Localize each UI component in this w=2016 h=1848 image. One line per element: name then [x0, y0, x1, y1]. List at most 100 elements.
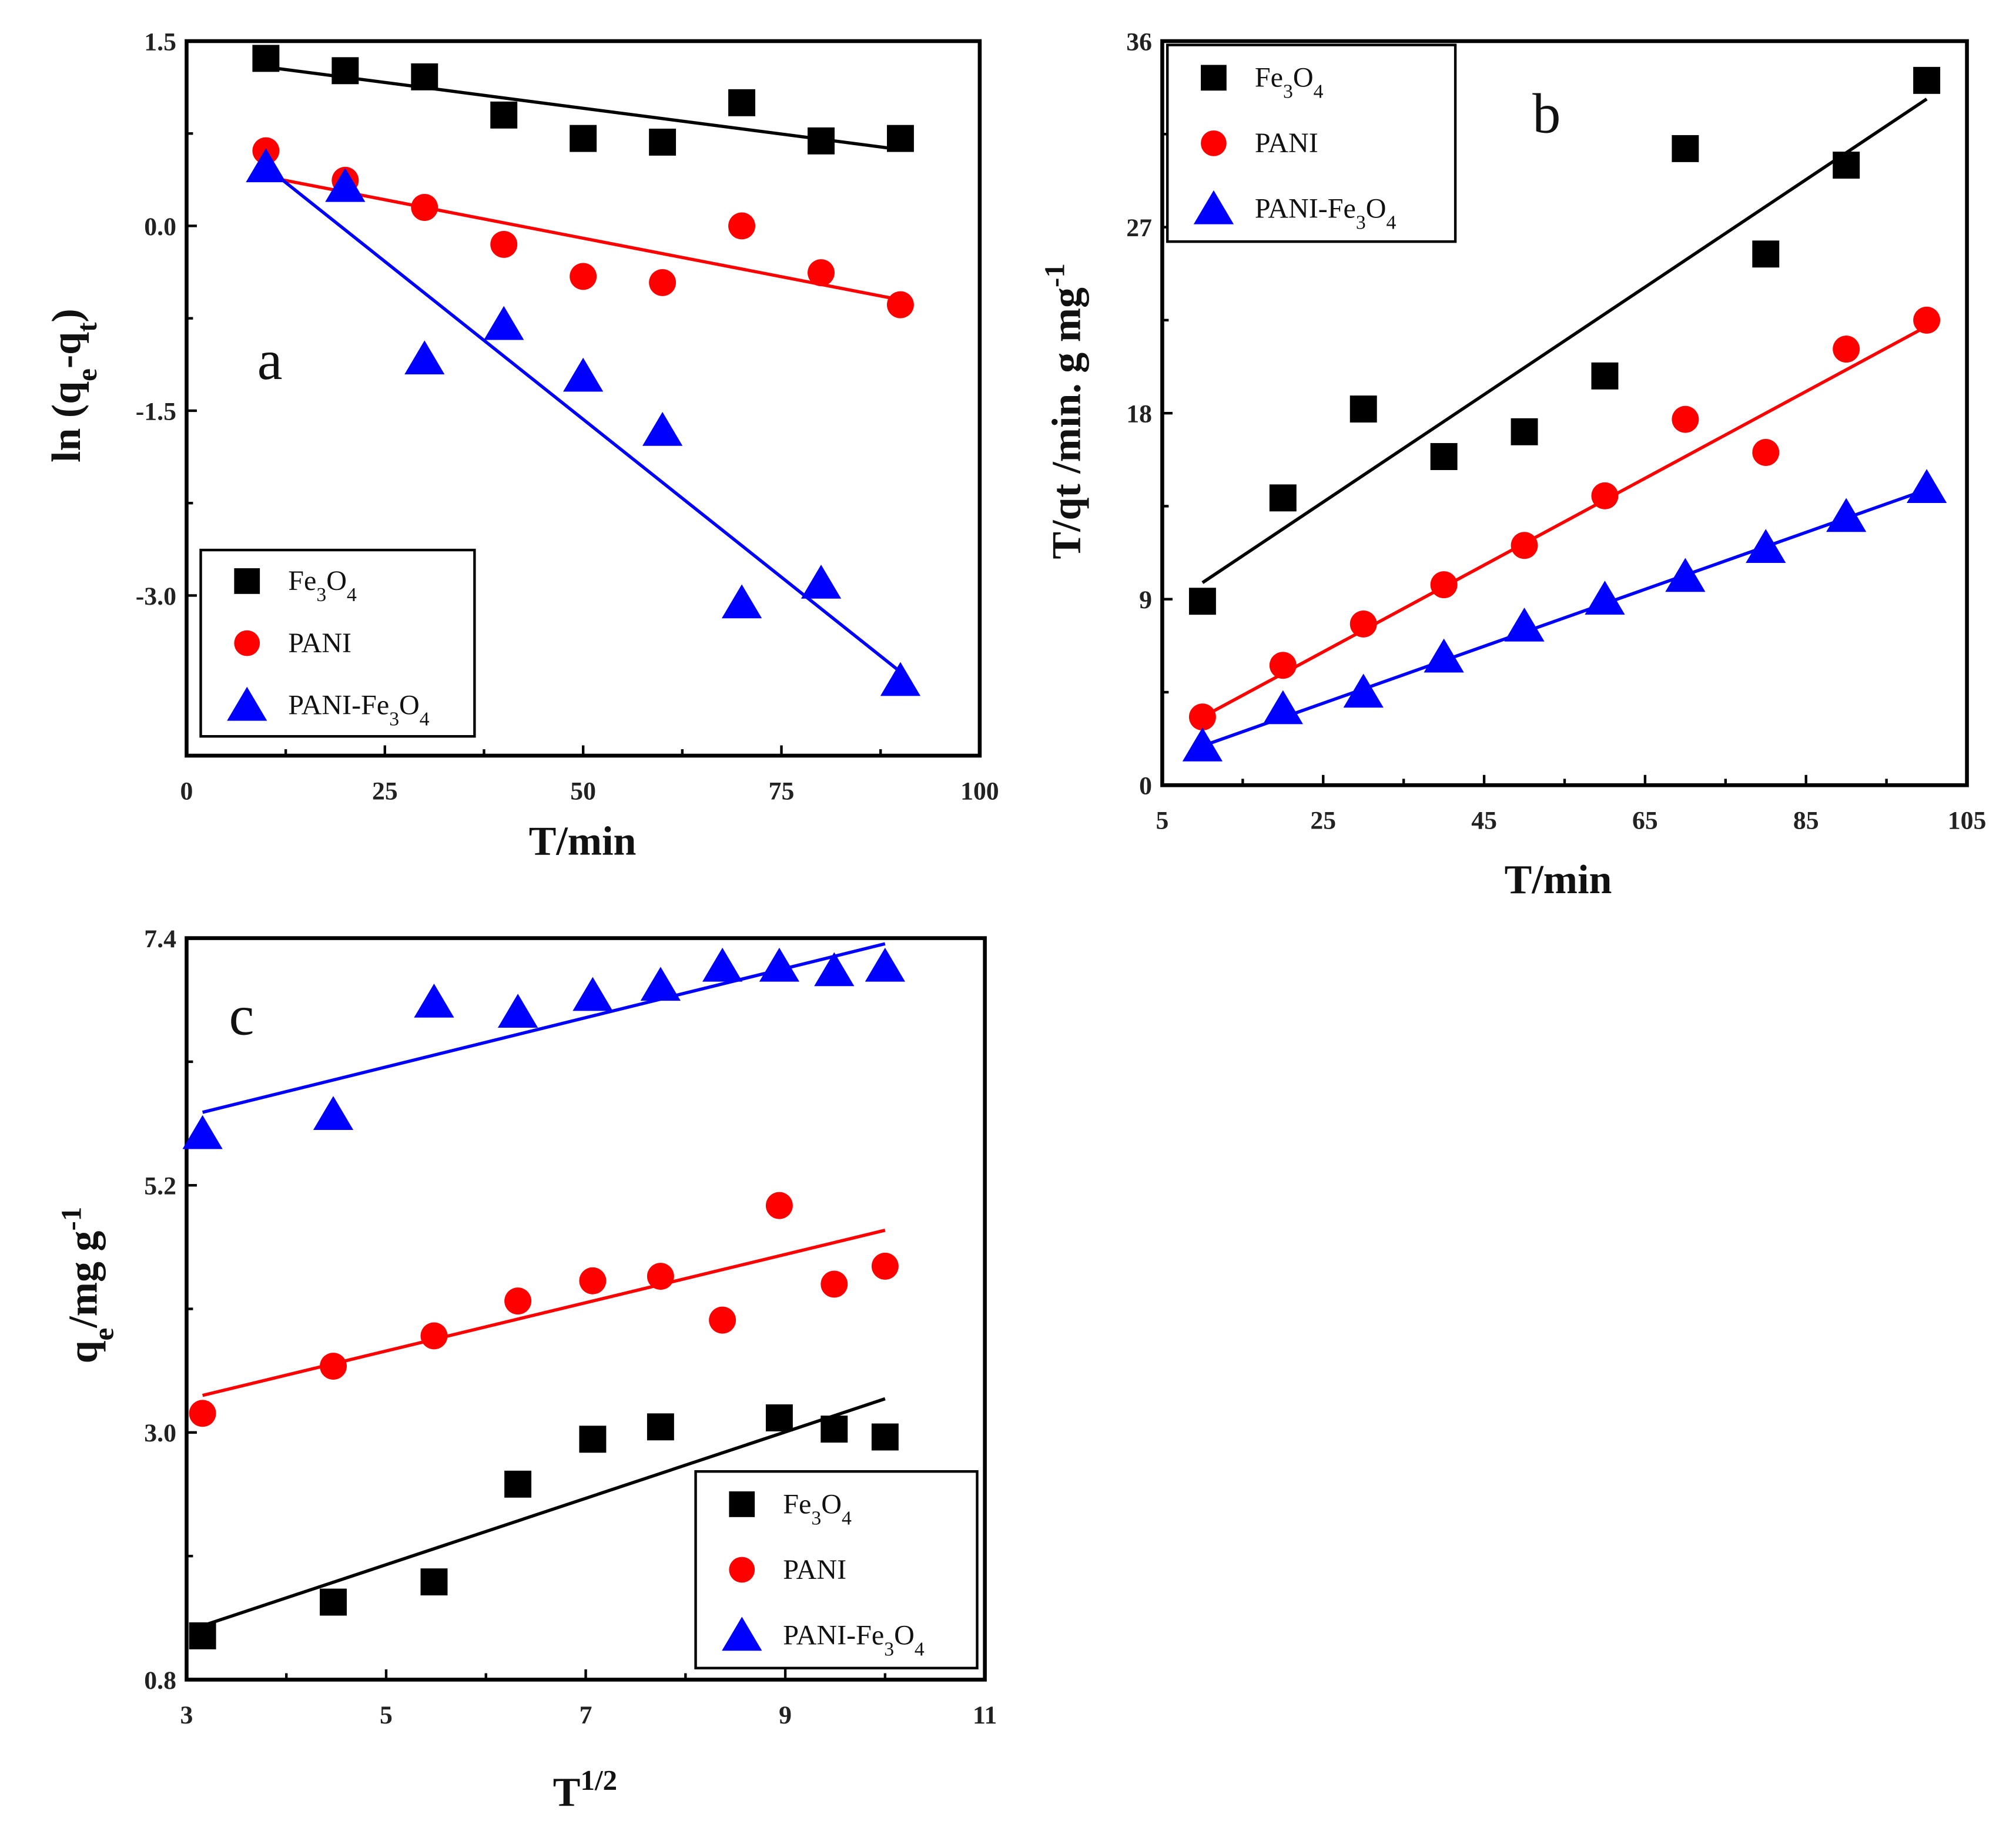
square-marker — [1591, 362, 1619, 390]
circle-marker — [1591, 482, 1619, 509]
square-marker — [420, 1568, 448, 1596]
legend-label: PANI — [783, 1554, 846, 1585]
text-part: T — [553, 1770, 581, 1815]
y-tick-label: 18 — [1126, 400, 1152, 428]
y-axis-label: qe/mg g-1 — [55, 1207, 119, 1364]
square-marker — [1672, 135, 1699, 162]
y-tick-label: 27 — [1126, 214, 1152, 242]
fit-line — [202, 1229, 886, 1397]
triangle-marker — [1424, 638, 1464, 673]
text-part: 4 — [1386, 212, 1396, 233]
square-marker — [1201, 65, 1227, 91]
triangle-marker — [414, 984, 454, 1018]
text-part: 4 — [1314, 81, 1324, 102]
panel-label: c — [229, 984, 254, 1047]
square-marker — [490, 101, 518, 129]
triangle-marker — [801, 564, 842, 599]
text-part: 3 — [1283, 81, 1293, 102]
triangle-marker — [880, 662, 921, 696]
x-axis-label: T1/2 — [553, 1763, 617, 1815]
legend-label: PANI-Fe3O4 — [288, 690, 430, 730]
text-part: -1 — [55, 1207, 87, 1231]
y-tick-label: -1.5 — [136, 397, 176, 425]
text-part: q — [61, 1340, 106, 1363]
y-tick-label: 0.0 — [144, 213, 176, 241]
square-marker — [1269, 484, 1297, 512]
square-marker — [1430, 443, 1458, 470]
text-part: 4 — [842, 1507, 852, 1529]
triangle-marker — [759, 947, 800, 982]
x-tick-label: 7 — [580, 1701, 592, 1729]
series-Fe3O4 — [189, 1397, 899, 1649]
circle-marker — [808, 259, 835, 287]
square-marker — [1511, 418, 1538, 445]
triangle-marker — [313, 1096, 354, 1130]
triangle-marker — [1343, 673, 1384, 708]
text-part: O — [821, 1488, 842, 1520]
chart-c: 3 5 7 9 110.83.05.27.4T1/2qe/mg g-1cFe3O4PAN… — [55, 925, 997, 1815]
square-marker — [808, 127, 835, 155]
fit-line — [266, 65, 901, 152]
triangle-marker — [227, 686, 267, 721]
text-part: O — [399, 690, 420, 721]
circle-marker — [504, 1287, 532, 1315]
text-part: t — [70, 322, 102, 332]
fit-line — [202, 1397, 886, 1628]
triangle-marker — [572, 977, 613, 1011]
legend-label: PANI-Fe3O4 — [1255, 193, 1397, 234]
series-PANI — [252, 137, 914, 318]
square-marker — [886, 125, 914, 152]
text-part: 3 — [1356, 212, 1366, 233]
text-part: O — [1293, 62, 1314, 93]
triangle-marker — [563, 357, 604, 392]
square-marker — [252, 45, 280, 72]
triangle-marker — [1585, 581, 1625, 615]
triangle-marker — [1665, 558, 1706, 592]
legend-label: PANI — [1255, 128, 1318, 159]
text-part: Fe — [288, 565, 316, 596]
fit-line — [264, 165, 902, 673]
triangle-marker — [865, 947, 905, 982]
circle-marker — [1349, 610, 1377, 638]
series-PANI-Fe3O4 — [1182, 469, 1947, 762]
text-part: 3 — [389, 708, 399, 730]
circle-marker — [647, 1263, 674, 1290]
legend-label: PANI-Fe3O4 — [783, 1619, 925, 1659]
text-part: /mg g — [61, 1231, 106, 1329]
x-tick-label: 0 — [180, 777, 193, 805]
triangle-marker — [1182, 727, 1223, 762]
square-marker — [1833, 152, 1860, 179]
text-part: -1 — [1038, 263, 1070, 287]
circle-marker — [728, 212, 756, 240]
circle-marker — [1430, 571, 1458, 599]
text-part: PANI-Fe — [1255, 193, 1356, 224]
series-PANI — [1188, 306, 1941, 731]
x-tick-label: 5 — [380, 1701, 393, 1729]
y-tick-label: 1.5 — [144, 28, 176, 56]
circle-marker — [1672, 405, 1699, 433]
square-marker — [331, 57, 359, 85]
x-axis-label: T/min — [529, 819, 637, 864]
text-part: -q — [44, 332, 89, 368]
x-tick-label: 25 — [372, 777, 398, 805]
triangle-marker — [325, 167, 366, 202]
circle-marker — [420, 1322, 448, 1350]
text-part: 3 — [884, 1638, 894, 1660]
y-axis-label: T/qt /min. g mg-1 — [1038, 263, 1090, 559]
triangle-marker — [404, 340, 445, 375]
text-part: 3 — [811, 1507, 821, 1529]
square-marker — [1349, 395, 1377, 423]
circle-marker — [649, 269, 677, 296]
circle-marker — [729, 1557, 755, 1583]
square-marker — [1752, 240, 1780, 268]
circle-marker — [886, 291, 914, 318]
legend-label: Fe3O4 — [783, 1488, 852, 1529]
square-marker — [1913, 66, 1941, 94]
circle-marker — [765, 1192, 793, 1219]
circle-marker — [1188, 703, 1216, 731]
text-part: 4 — [915, 1638, 925, 1660]
x-tick-label: 9 — [779, 1701, 792, 1729]
square-marker — [579, 1426, 607, 1453]
legend: Fe3O4 PANI PANI-Fe3O4 — [694, 1470, 979, 1669]
